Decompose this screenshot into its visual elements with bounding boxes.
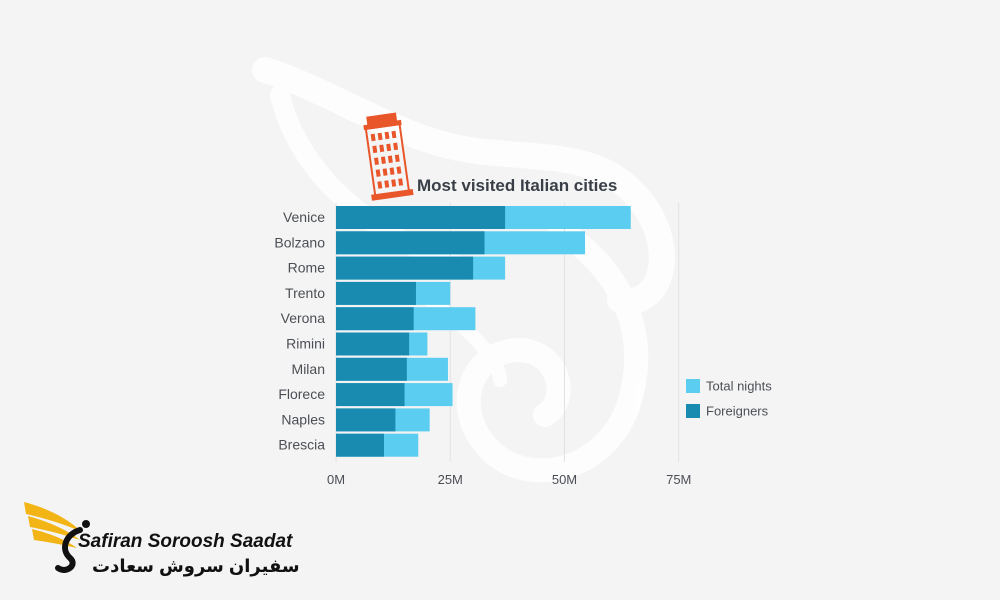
bar-foreigners-rimini [336, 332, 410, 356]
logo-text-persian: سفیران سروش سعادت [92, 556, 300, 576]
bar-foreigners-venice [336, 206, 506, 229]
legend-swatch-total-nights [686, 378, 700, 393]
legend-label-foreigners: Foreigners [706, 403, 769, 419]
legend-item-foreigners: Foreigners [686, 402, 768, 420]
bar-foreigners-bolzano [336, 231, 485, 255]
bar-foreigners-verona [336, 307, 414, 331]
x-tick-label: 25M [438, 472, 463, 487]
category-label-rome: Rome [288, 260, 326, 276]
x-tick-label: 75M [666, 472, 691, 487]
category-label-bolzano: Bolzano [274, 234, 325, 250]
logo-text-english: Safiran Soroosh Saadat [78, 531, 293, 552]
bar-foreigners-brescia [336, 433, 384, 457]
chart-title: Most visited Italian cities [417, 176, 618, 195]
bar-foreigners-milan [336, 357, 407, 381]
bar-foreigners-rome [336, 256, 474, 280]
bar-foreigners-naples [336, 408, 396, 432]
category-label-rimini: Rimini [286, 336, 325, 352]
category-label-venice: Venice [283, 209, 325, 225]
x-tick-label: 0M [327, 472, 345, 487]
legend-item-total-nights: Total nights [686, 377, 772, 395]
category-label-naples: Naples [281, 411, 325, 427]
category-label-brescia: Brescia [278, 437, 325, 453]
legend-label-total-nights: Total nights [706, 378, 772, 394]
category-label-verona: Verona [281, 310, 326, 326]
category-label-florece: Florece [278, 386, 325, 402]
category-label-milan: Milan [292, 361, 325, 377]
bar-foreigners-trento [336, 281, 416, 305]
x-tick-label: 50M [552, 472, 577, 487]
bar-foreigners-florece [336, 383, 405, 407]
leaning-tower-of-pisa-icon [363, 112, 414, 201]
legend-swatch-foreigners [686, 403, 700, 418]
category-label-trento: Trento [285, 285, 325, 301]
golden-wing-icon [24, 502, 90, 573]
